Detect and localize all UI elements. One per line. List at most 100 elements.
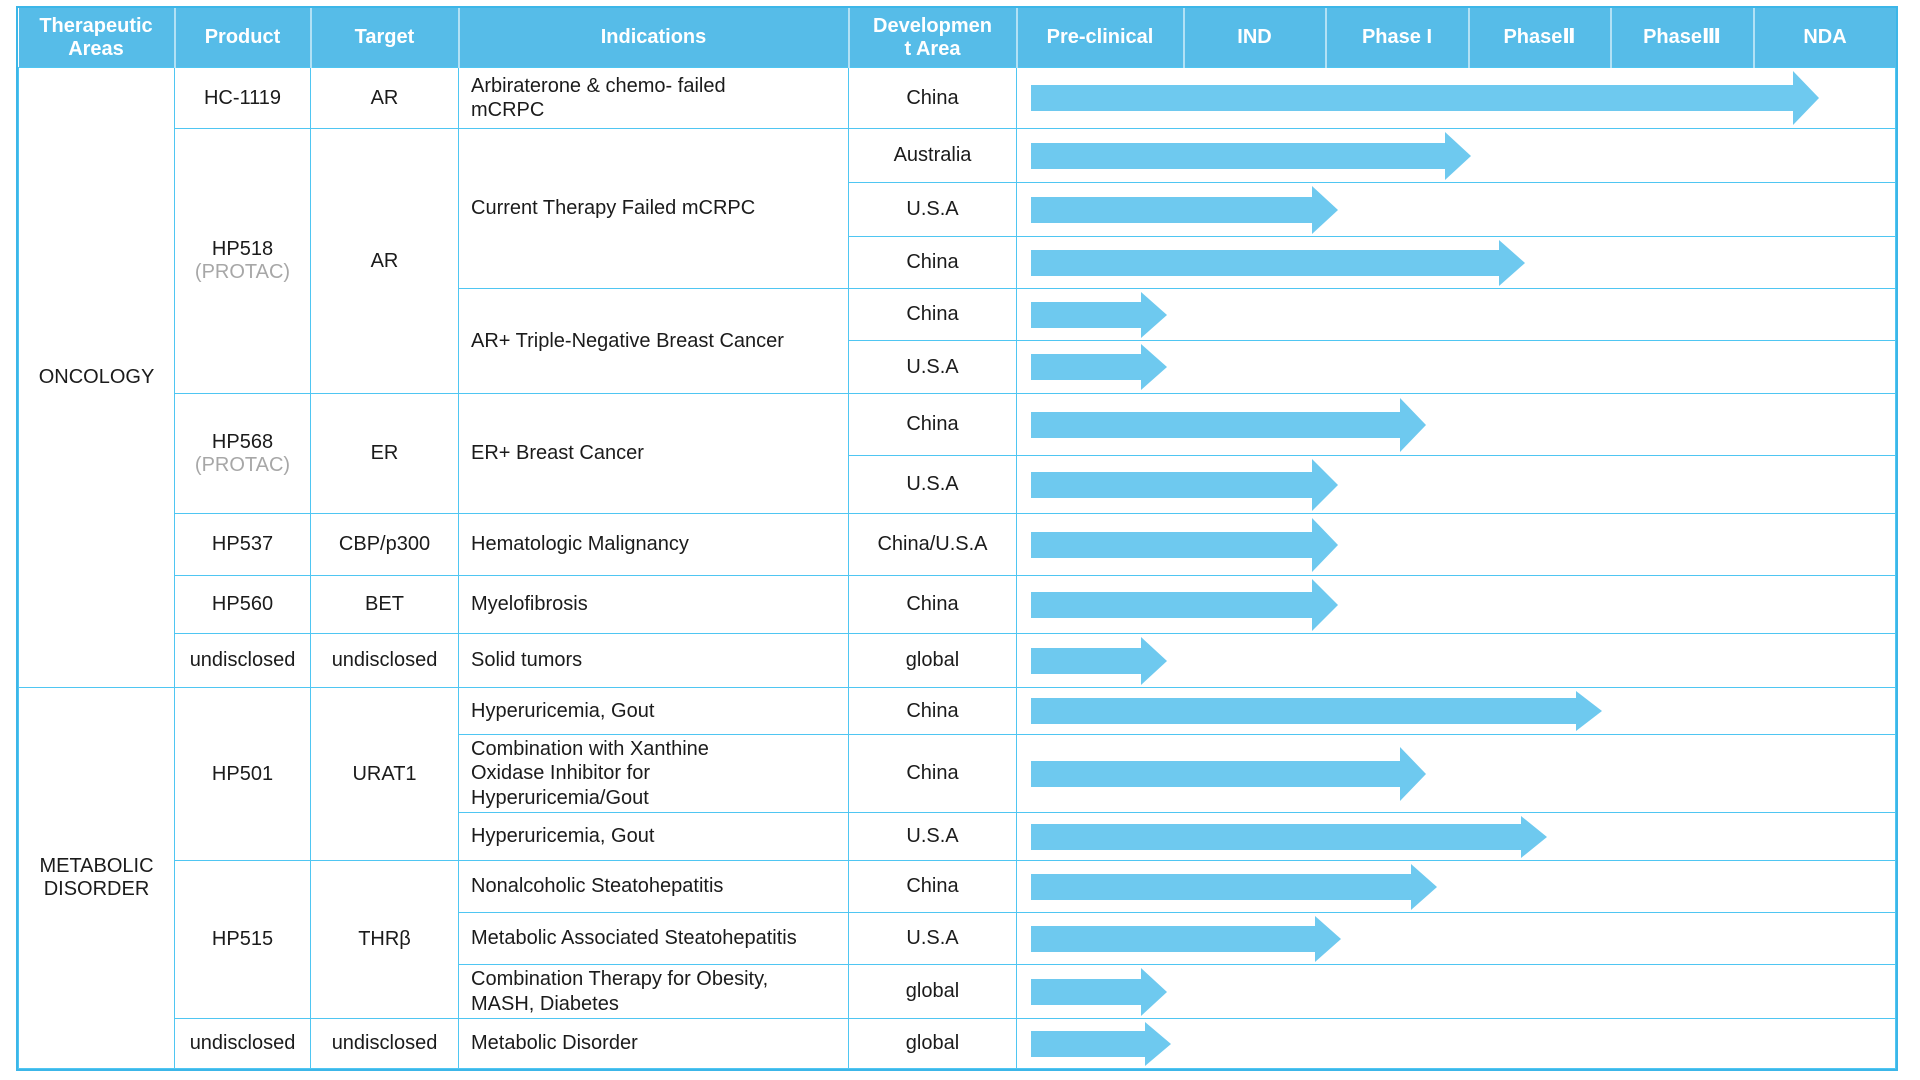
progress-arrow (1031, 458, 1338, 511)
arrow-head (1400, 746, 1426, 801)
arrow-head (1141, 636, 1167, 685)
product-name: undisclosed (189, 649, 296, 671)
dev-area-cell: U.S.A (848, 812, 1017, 862)
arrow-head (1312, 517, 1338, 572)
progress-arrow (1031, 691, 1602, 731)
progress-arrow (1031, 517, 1338, 572)
phase-progress-cell (1016, 812, 1896, 862)
phase-progress-cell (1016, 288, 1896, 341)
arrow-shaft (1031, 823, 1521, 850)
arrow-shaft (1031, 978, 1141, 1005)
arrow-head (1400, 397, 1426, 452)
target-cell: AR (310, 128, 459, 394)
pipeline-row: China (19, 236, 1896, 289)
phase-progress-cell (1016, 633, 1896, 688)
arrow-shaft (1031, 471, 1312, 498)
progress-arrow (1031, 636, 1167, 685)
progress-arrow (1031, 1021, 1171, 1066)
phase-progress-cell (1016, 733, 1896, 814)
product-subtype: (PROTAC) (194, 261, 291, 283)
dev-area-cell: China (848, 67, 1017, 129)
phase-progress-cell (1016, 860, 1896, 914)
target-cell: undisclosed (310, 633, 459, 688)
phase-progress-cell (1016, 236, 1896, 289)
dev-area-cell: U.S.A (848, 182, 1017, 237)
pipeline-row: HP560 BET Myelofibrosis China (19, 575, 1896, 634)
phase-progress-cell (1016, 67, 1896, 129)
pipeline-row: undisclosed undisclosed Solid tumors global (19, 633, 1896, 688)
arrow-shaft (1031, 760, 1400, 787)
indication-cell: Myelofibrosis (458, 575, 849, 634)
pipeline-row: Metabolic Associated Steatohepatitis U.S.… (19, 912, 1896, 966)
target-cell: CBP/p300 (310, 513, 459, 576)
progress-arrow (1031, 863, 1437, 910)
indication-cell: Hyperuricemia, Gout (458, 687, 849, 735)
dev-area-cell: China (848, 288, 1017, 341)
arrow-head (1141, 967, 1167, 1016)
arrow-head (1793, 71, 1819, 125)
product-cell: HP515 (174, 860, 311, 1020)
dev-area-cell: China (848, 733, 1017, 814)
phase-progress-cell (1016, 912, 1896, 966)
header-cell-ind: IND (1182, 8, 1326, 68)
arrow-shaft (1031, 142, 1445, 169)
header-cell-target: Target (309, 8, 459, 68)
target-cell: ER (310, 393, 459, 514)
arrow-shaft (1031, 591, 1312, 618)
pipeline-row: U.S.A (19, 340, 1896, 394)
progress-arrow (1031, 131, 1471, 180)
indication-cell: Arbiraterone & chemo- failed mCRPC (458, 67, 849, 129)
pipeline-row: U.S.A (19, 455, 1896, 514)
phase-progress-cell (1016, 687, 1896, 735)
dev-area-cell: China (848, 687, 1017, 735)
therapeutic-area-cell: METABOLIC DISORDER (18, 686, 175, 1070)
product-name: HP568 (211, 430, 274, 453)
pipeline-row: AR+ Triple-Negative Breast Cancer China (19, 288, 1896, 394)
progress-arrow (1031, 397, 1426, 452)
pipeline-row: U.S.A (19, 182, 1896, 237)
phase-progress-cell (1016, 340, 1896, 394)
pipeline-table-wrap: Therapeutic Areas Product Target Indicat… (16, 6, 1898, 1072)
phase-progress-cell (1016, 182, 1896, 237)
progress-arrow (1031, 185, 1338, 234)
arrow-head (1141, 291, 1167, 338)
indication-cell: ER+ Breast Cancer (458, 393, 849, 514)
indication-cell: Current Therapy Failed mCRPC (458, 128, 849, 289)
phase-progress-cell (1016, 128, 1896, 183)
dev-area-cell: global (848, 633, 1017, 688)
progress-arrow (1031, 344, 1167, 390)
pipeline-row: HP515 THRβ Nonalcoholic Steatohepatitis Chi… (19, 860, 1896, 1020)
header-cell-development-area: Developmen t Area (847, 8, 1017, 68)
product-cell: HP518 (PROTAC) (174, 128, 311, 394)
arrow-head (1315, 915, 1341, 962)
arrow-shaft (1031, 1030, 1145, 1057)
indication-cell: Hyperuricemia, Gout (458, 812, 849, 862)
phase-progress-cell (1016, 455, 1896, 514)
header-row: Therapeutic Areas Product Target Indicat… (18, 8, 1896, 68)
indication-cell: AR+ Triple-Negative Breast Cancer (458, 288, 849, 394)
product-cell: HP501 (174, 686, 311, 862)
indication-cell: Nonalcoholic Steatohepatitis (458, 860, 849, 914)
progress-arrow (1031, 578, 1338, 631)
product-name: HP515 (211, 928, 274, 951)
target-cell: AR (310, 67, 459, 129)
pipeline-row: undisclosed undisclosed Metabolic Disorder… (19, 1018, 1896, 1070)
header-cell-nda: NDA (1752, 8, 1896, 68)
arrow-shaft (1031, 698, 1576, 724)
product-name: HP518 (211, 238, 274, 260)
product-cell: HP568 (PROTAC) (174, 393, 311, 514)
indication-cell: Metabolic Disorder (458, 1018, 849, 1070)
pipeline-row: HP518 (PROTAC) AR Current Therapy Failed mC… (19, 128, 1896, 394)
dev-area-cell: China/U.S.A (848, 513, 1017, 576)
product-cell: HC-1119 (174, 67, 311, 129)
arrow-head (1145, 1021, 1171, 1066)
arrow-shaft (1031, 925, 1315, 952)
product-name: HC-1119 (203, 86, 282, 109)
dev-area-cell: U.S.A (848, 455, 1017, 514)
product-name: HP560 (211, 593, 274, 615)
target-cell: THRβ (310, 860, 459, 1020)
phase-progress-cell (1016, 513, 1896, 576)
target-cell: BET (310, 575, 459, 634)
dev-area-cell: global (848, 964, 1017, 1020)
